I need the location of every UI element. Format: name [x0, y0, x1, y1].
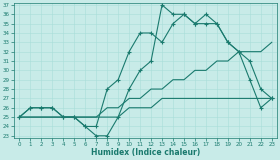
X-axis label: Humidex (Indice chaleur): Humidex (Indice chaleur) [91, 148, 200, 157]
